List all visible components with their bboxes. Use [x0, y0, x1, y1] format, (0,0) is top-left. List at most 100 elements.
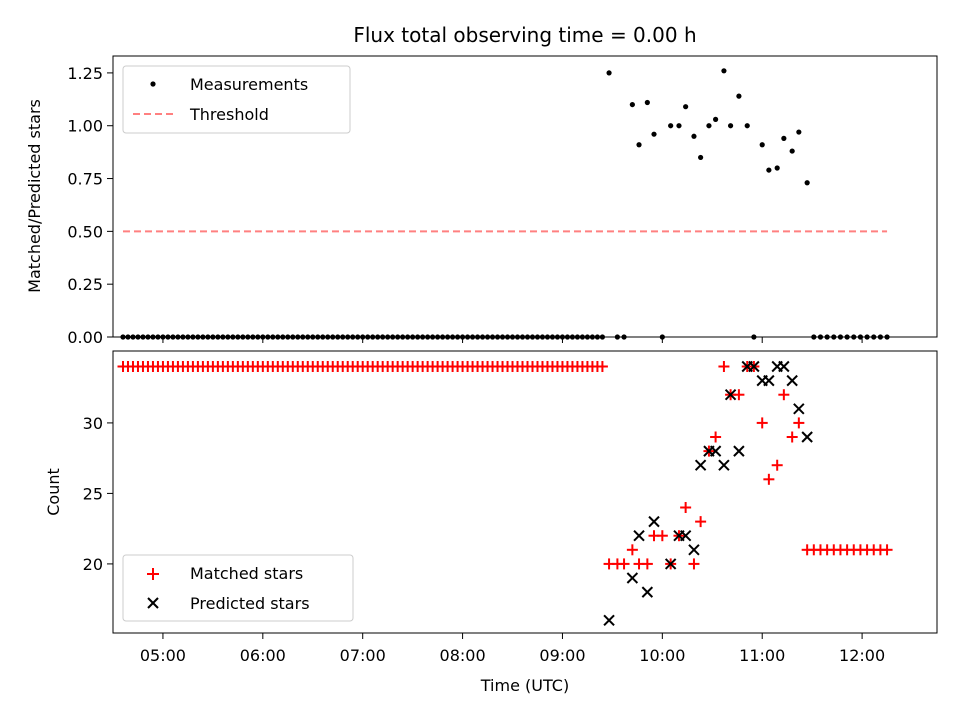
- measurement-point: [727, 123, 734, 129]
- top-y-ticks: 0.00 0.25 0.50 0.75 1.00 1.25: [67, 64, 113, 347]
- matched-star-marker: [786, 431, 798, 443]
- matched-star-marker: [771, 459, 783, 471]
- matched-star-marker: [710, 431, 722, 443]
- bottom-axes-frame: [112, 350, 938, 634]
- measurement-point: [683, 104, 689, 110]
- x-tick-label: 11:00: [739, 646, 785, 665]
- top-legend-box: [122, 65, 351, 134]
- matched-star-marker: [695, 516, 707, 528]
- x-axis-label: Time (UTC): [480, 676, 569, 695]
- x-tick-label: 07:00: [340, 646, 386, 665]
- legend-threshold-label: Threshold: [189, 105, 269, 124]
- bottom-panel: 20 25 30 05:00 06:00 07:00 08:00 09:00 10:00 11:…: [44, 350, 938, 695]
- measurement-point: [804, 180, 810, 186]
- matched-star-marker: [718, 361, 730, 373]
- measurement-point: [736, 93, 742, 99]
- predicted-star-marker: [694, 459, 707, 471]
- matched-star-marker: [618, 558, 630, 570]
- measurement-point: [644, 99, 650, 106]
- matched-star-marker: [626, 544, 638, 556]
- measurement-point: [706, 123, 712, 129]
- predicted-star-marker: [688, 544, 700, 556]
- bottom-x-ticks: 05:00 06:00 07:00 08:00 09:00 10:00 11:00 12:00: [140, 633, 885, 665]
- x-tick-label: 10:00: [639, 646, 685, 665]
- matched-star-marker: [793, 417, 805, 429]
- matched-star-marker: [656, 530, 668, 542]
- matched-star-marker: [881, 544, 893, 556]
- bottom-plot-area: [117, 360, 893, 627]
- matched-star-marker: [778, 389, 790, 401]
- matched-star-marker: [733, 389, 745, 401]
- bottom-legend-box: [122, 554, 354, 622]
- predicted-star-marker: [626, 572, 639, 584]
- predicted-star-marker: [763, 374, 775, 387]
- y-tick-label: 25: [83, 484, 103, 503]
- predicted-star-marker: [733, 445, 745, 457]
- measurement-point: [774, 165, 780, 171]
- x-tick-label: 05:00: [140, 646, 186, 665]
- measurement-point: [789, 148, 795, 154]
- y-tick-label: 0.75: [67, 170, 103, 189]
- matched-star-marker: [680, 502, 692, 514]
- top-x-ticks: [162, 337, 863, 343]
- bottom-y-ticks: 20 25 30: [83, 414, 113, 574]
- bottom-legend: Matched stars Predicted stars: [122, 554, 354, 622]
- measurement-point: [676, 123, 682, 129]
- predicted-star-marker: [724, 389, 737, 401]
- legend-predicted-marker: [147, 597, 159, 609]
- matched-star-marker: [688, 558, 700, 570]
- legend-measurements-label: Measurements: [190, 75, 308, 94]
- top-panel: 0.00 0.25 0.50 0.75 1.00 1.25 Matched/Predict…: [25, 55, 938, 347]
- measurement-point: [759, 142, 765, 148]
- predicted-star-marker: [748, 360, 760, 373]
- x-tick-label: 09:00: [539, 646, 585, 665]
- x-tick-label: 12:00: [839, 646, 885, 665]
- matched-star-marker: [763, 473, 775, 485]
- measurement-point: [744, 123, 750, 129]
- y-tick-label: 1.00: [67, 117, 103, 136]
- predicted-star-marker: [709, 445, 722, 457]
- predicted-star-marker: [648, 515, 660, 528]
- legend-predicted-label: Predicted stars: [190, 594, 310, 613]
- matched-star-marker: [596, 361, 608, 373]
- chart-title: Flux total observing time = 0.00 h: [353, 23, 696, 47]
- matched-star-marker: [756, 417, 768, 429]
- measurement-point: [668, 123, 674, 129]
- predicted-star-marker: [641, 586, 654, 598]
- measurement-point: [713, 116, 719, 122]
- predicted-star-marker: [718, 459, 730, 471]
- legend-matched-marker: [147, 568, 159, 580]
- x-tick-label: 08:00: [440, 646, 486, 665]
- predicted-star-marker: [793, 403, 805, 415]
- y-tick-label: 30: [83, 414, 103, 433]
- measurement-point: [629, 101, 635, 108]
- measurement-point: [766, 167, 772, 173]
- y-tick-label: 0.00: [67, 328, 103, 347]
- predicted-star-marker: [603, 614, 615, 627]
- measurement-point: [796, 129, 802, 135]
- top-legend: Measurements Threshold: [122, 65, 351, 134]
- x-tick-label: 06:00: [240, 646, 286, 665]
- predicted-star-marker: [801, 431, 813, 443]
- measurement-point: [651, 131, 657, 137]
- matched-star-marker: [641, 558, 653, 570]
- legend-measurements-marker: [150, 81, 156, 87]
- y-tick-label: 1.25: [67, 64, 103, 83]
- measurement-point: [636, 142, 642, 148]
- predicted-star-marker: [664, 558, 677, 570]
- measurement-point: [781, 135, 787, 141]
- predicted-star-marker: [679, 530, 692, 542]
- measurement-point: [721, 68, 727, 74]
- predicted-star-marker: [633, 530, 645, 542]
- measurement-point: [606, 70, 612, 76]
- legend-matched-label: Matched stars: [190, 564, 303, 583]
- measurement-point: [691, 133, 697, 139]
- bottom-y-axis-label: Count: [44, 468, 63, 516]
- measurement-point: [698, 154, 704, 161]
- predicted-star-marker: [786, 374, 798, 387]
- top-axes-frame: [112, 55, 938, 338]
- y-tick-label: 0.25: [67, 275, 103, 294]
- y-tick-label: 0.50: [67, 222, 103, 241]
- y-tick-label: 20: [83, 555, 103, 574]
